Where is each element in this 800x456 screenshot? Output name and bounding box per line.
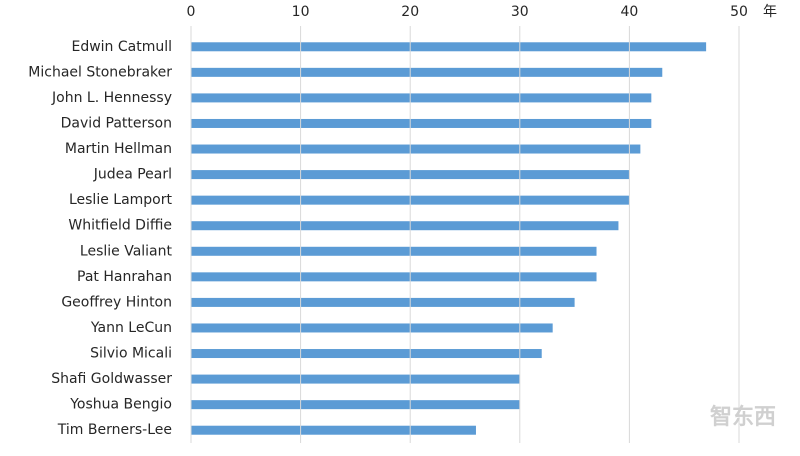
y-tick-label: Martin Hellman	[65, 141, 172, 157]
bar	[191, 400, 520, 410]
y-tick-label: Geoffrey Hinton	[61, 294, 172, 310]
bar	[191, 42, 707, 52]
y-tick-label: Leslie Lamport	[69, 192, 173, 208]
y-tick-label: Whitfield Diffie	[68, 218, 172, 234]
y-tick-label: Pat Hanrahan	[77, 269, 172, 285]
x-tick-label: 50	[730, 4, 748, 20]
y-tick-label: Shafi Goldwasser	[51, 371, 172, 387]
y-tick-label: John L. Hennessy	[51, 90, 172, 106]
x-tick-label: 0	[187, 4, 196, 20]
x-tick-label: 30	[511, 4, 529, 20]
y-tick-label: Edwin Catmull	[71, 39, 172, 55]
bar	[191, 349, 542, 359]
bar	[191, 221, 619, 231]
bar	[191, 93, 652, 103]
bar	[191, 272, 597, 282]
bar	[191, 67, 663, 77]
bar	[191, 425, 476, 435]
y-tick-label: Leslie Valiant	[80, 243, 173, 259]
bar	[191, 297, 575, 307]
x-tick-label: 20	[401, 4, 419, 20]
bar	[191, 118, 652, 128]
bar	[191, 246, 597, 256]
x-unit: 年	[763, 4, 777, 20]
bar	[191, 323, 553, 333]
y-tick-label: David Patterson	[61, 115, 172, 131]
x-tick-label: 40	[620, 4, 638, 20]
y-tick-label: Silvio Micali	[90, 346, 172, 362]
x-tick-label: 10	[292, 4, 310, 20]
watermark: 智东西	[710, 404, 776, 430]
y-tick-label: Tim Berners-Lee	[57, 422, 172, 438]
bar	[191, 144, 641, 154]
y-tick-label: Judea Pearl	[93, 167, 172, 183]
y-tick-label: Michael Stonebraker	[28, 64, 172, 80]
y-tick-label: Yann LeCun	[90, 320, 172, 336]
y-tick-label: Yoshua Bengio	[69, 397, 172, 413]
bar	[191, 374, 520, 384]
